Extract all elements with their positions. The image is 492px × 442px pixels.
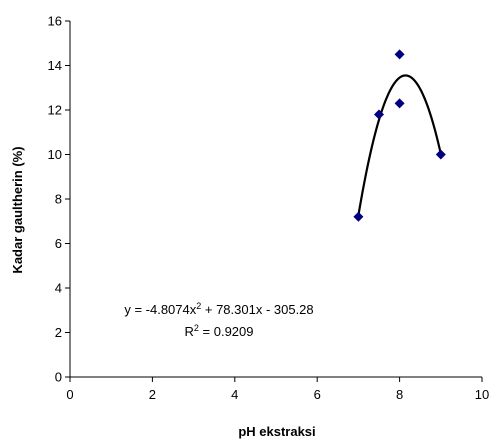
data-point <box>435 149 446 160</box>
y-tick-label: 8 <box>55 192 62 207</box>
y-tick-label: 2 <box>55 325 62 340</box>
y-tick-label: 12 <box>48 103 62 118</box>
trendline-equation: y = -4.8074x2 + 78.301x - 305.28 <box>124 301 313 317</box>
r-squared-label: R2 = 0.9209 <box>185 323 254 339</box>
x-tick-label: 6 <box>314 387 321 402</box>
y-axis-label: Kadar gaultherin (%) <box>10 146 25 273</box>
trendline <box>357 74 442 216</box>
y-tick-label: 4 <box>55 281 62 296</box>
x-tick-label: 8 <box>396 387 403 402</box>
x-tick-label: 10 <box>475 387 489 402</box>
x-axis-label: pH ekstraksi <box>238 424 315 439</box>
y-tick-label: 14 <box>48 58 62 73</box>
x-tick-label: 2 <box>149 387 156 402</box>
x-tick-label: 4 <box>231 387 238 402</box>
data-points <box>353 49 446 222</box>
data-point <box>374 109 384 120</box>
y-tick-label: 10 <box>48 147 62 162</box>
data-point <box>353 211 364 222</box>
x-tick-label: 0 <box>66 387 73 402</box>
y-tick-label: 0 <box>55 370 62 385</box>
y-axis-ticks: 0 2 4 6 8 10 12 14 16 <box>48 14 70 385</box>
data-point <box>394 49 405 60</box>
y-tick-label: 6 <box>55 236 62 251</box>
y-tick-label: 16 <box>48 14 62 29</box>
data-point <box>394 98 405 109</box>
axes <box>69 21 482 378</box>
x-axis-ticks: 0 2 4 6 8 10 <box>66 377 489 402</box>
